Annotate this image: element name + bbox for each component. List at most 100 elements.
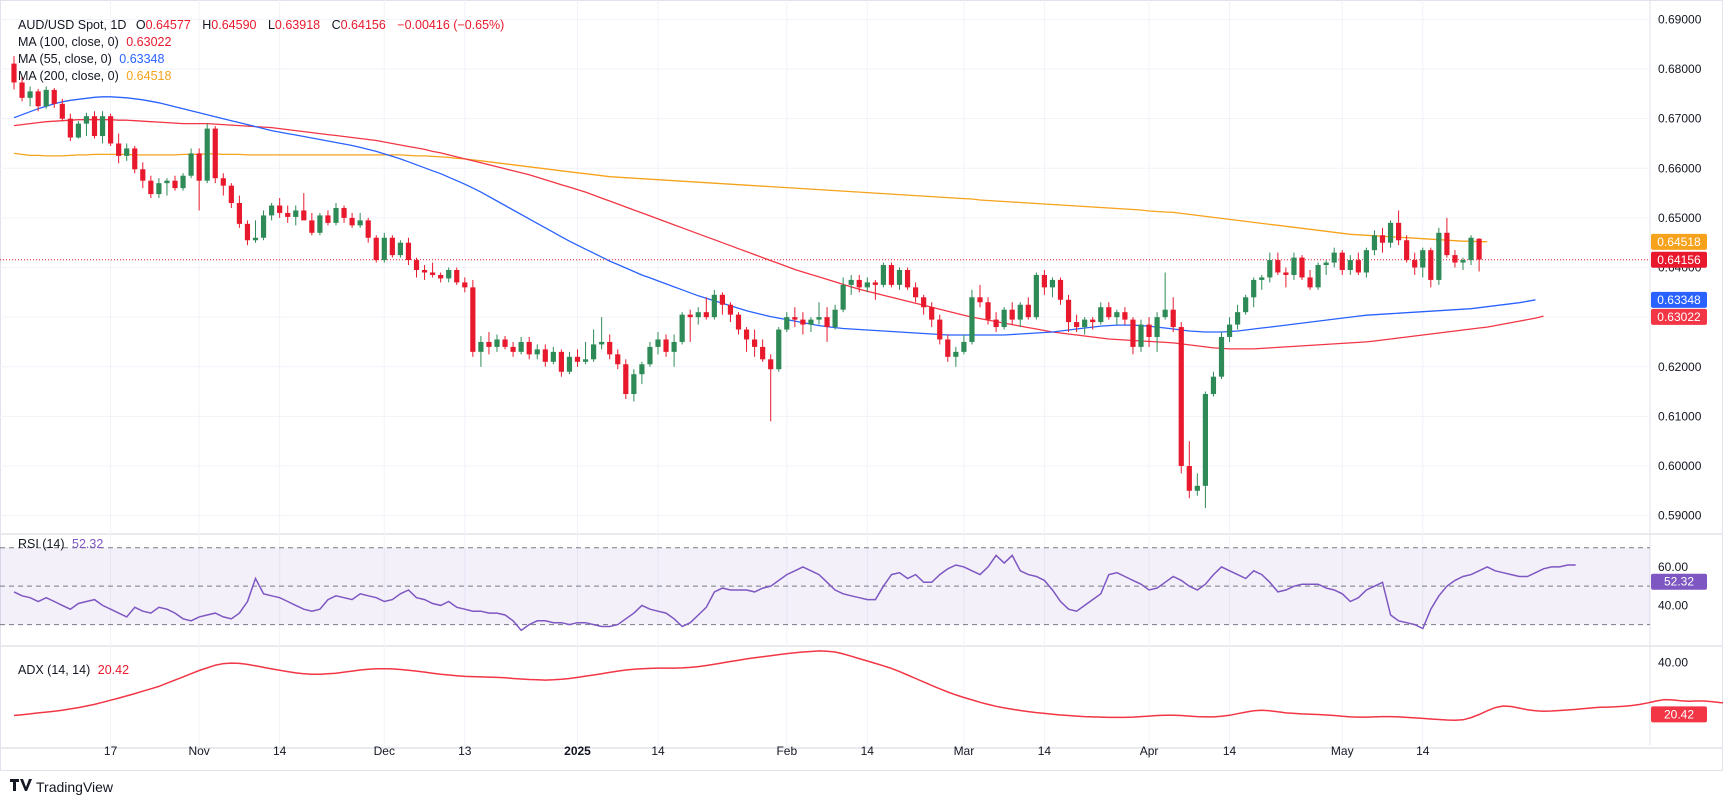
candle-body — [1323, 262, 1329, 266]
candle-body — [59, 103, 65, 119]
candle-body — [1170, 309, 1176, 328]
candle-body — [446, 270, 452, 279]
candle-body — [220, 178, 226, 186]
candle-body — [510, 346, 516, 352]
candle-body — [1235, 312, 1241, 325]
legend-ma55[interactable]: MA (55, close, 0) 0.63348 — [18, 51, 508, 68]
candle-body — [623, 364, 629, 395]
candle-body — [679, 314, 685, 342]
tradingview-name: TradingView — [36, 778, 114, 795]
candle-body — [397, 242, 403, 256]
candle-body — [277, 205, 283, 213]
candle-body — [695, 312, 701, 318]
ma200-label: MA (200, close, 0) — [18, 69, 119, 83]
candle-body — [969, 297, 975, 342]
price-tag: 0.63348 — [1651, 291, 1707, 308]
legend-ma200[interactable]: MA (200, close, 0) 0.64518 — [18, 68, 508, 85]
time-tick-label: Mar — [954, 744, 975, 758]
candle-body — [301, 210, 307, 221]
candle-body — [365, 220, 371, 238]
candle-body — [172, 180, 178, 189]
candle-body — [1339, 252, 1345, 270]
price-tag-bg — [1651, 251, 1707, 268]
candle-body — [1202, 394, 1208, 486]
price-tag-bg — [1651, 308, 1707, 325]
candle-body — [1049, 279, 1056, 288]
candle-body — [824, 317, 830, 328]
candle-body — [43, 89, 49, 107]
candle-body — [494, 339, 500, 347]
candle-body — [1057, 279, 1064, 300]
adx-legend[interactable]: ADX (14, 14) 20.42 — [18, 663, 133, 677]
candle-body — [776, 329, 782, 370]
time-tick-label: 14 — [1223, 744, 1237, 758]
candle-body — [1331, 252, 1337, 263]
price-tag-text: 0.64518 — [1657, 235, 1701, 249]
candle-body — [993, 319, 999, 328]
candle-body — [1210, 376, 1217, 395]
time-tick-label: Nov — [188, 744, 209, 758]
candle-body — [91, 116, 98, 137]
candle-body — [462, 282, 468, 288]
candle-body — [1033, 274, 1039, 318]
candle-body — [1226, 324, 1233, 337]
candle-body — [1468, 237, 1474, 261]
candle-body — [719, 294, 725, 305]
rsi-label: RSI (14) — [18, 537, 65, 551]
candle-body — [591, 344, 597, 360]
legend-ma100[interactable]: MA (100, close, 0) 0.63022 — [18, 34, 508, 51]
change-value: −0.00416 (−0.65%) — [397, 18, 505, 32]
ma55-value: 0.63348 — [119, 52, 165, 66]
adx-tag-text: 20.42 — [1664, 707, 1694, 721]
candle-body — [1428, 250, 1434, 280]
candle-body — [880, 265, 886, 285]
candle-body — [1291, 257, 1297, 275]
candle-body — [518, 341, 524, 352]
candle-body — [1090, 319, 1096, 323]
candle-body — [703, 312, 709, 318]
price-tick-label: 0.68000 — [1658, 62, 1702, 76]
open-value: 0.64577 — [145, 18, 191, 32]
rsi-legend[interactable]: RSI (14) 52.32 — [18, 537, 107, 551]
candle-body — [1259, 277, 1265, 280]
candle-body — [1420, 250, 1426, 268]
candle-body — [349, 217, 355, 226]
rsi-tick-label: 40.00 — [1658, 598, 1688, 612]
candle-body — [566, 356, 573, 372]
candle-body — [768, 359, 774, 370]
candle-body — [1001, 309, 1007, 328]
candle-body — [760, 346, 766, 360]
candle-body — [1251, 279, 1257, 298]
candle-body — [864, 282, 870, 288]
price-tick-label: 0.60000 — [1658, 459, 1702, 473]
candle-body — [188, 153, 194, 176]
high-value: 0.64590 — [211, 18, 257, 32]
price-tick-label: 0.65000 — [1658, 211, 1702, 225]
candle-body — [840, 284, 846, 310]
adx-tag-bg — [1651, 706, 1707, 723]
tradingview-logo[interactable]: TradingView — [10, 778, 113, 795]
candle-body — [83, 116, 90, 124]
candle-body — [913, 287, 919, 298]
candle-body — [116, 143, 122, 156]
adx-tick-label: 40.00 — [1658, 656, 1688, 670]
candle-body — [405, 242, 412, 261]
candle-body — [1130, 319, 1136, 347]
candle-body — [124, 148, 130, 156]
candle-body — [204, 128, 210, 181]
price-tag: 0.64156 — [1651, 251, 1707, 268]
candle-body — [11, 63, 17, 83]
candle-body — [1379, 235, 1386, 243]
close-value: 0.64156 — [340, 18, 386, 32]
candle-body — [832, 309, 838, 328]
candle-body — [1412, 260, 1418, 268]
candle-body — [896, 270, 903, 285]
time-tick-label: 17 — [104, 744, 118, 758]
candle-body — [872, 282, 878, 285]
candle-body — [421, 270, 428, 273]
candle-body — [1122, 312, 1128, 320]
candle-body — [929, 307, 935, 320]
candle-body — [1041, 274, 1047, 288]
candle-body — [148, 180, 154, 195]
